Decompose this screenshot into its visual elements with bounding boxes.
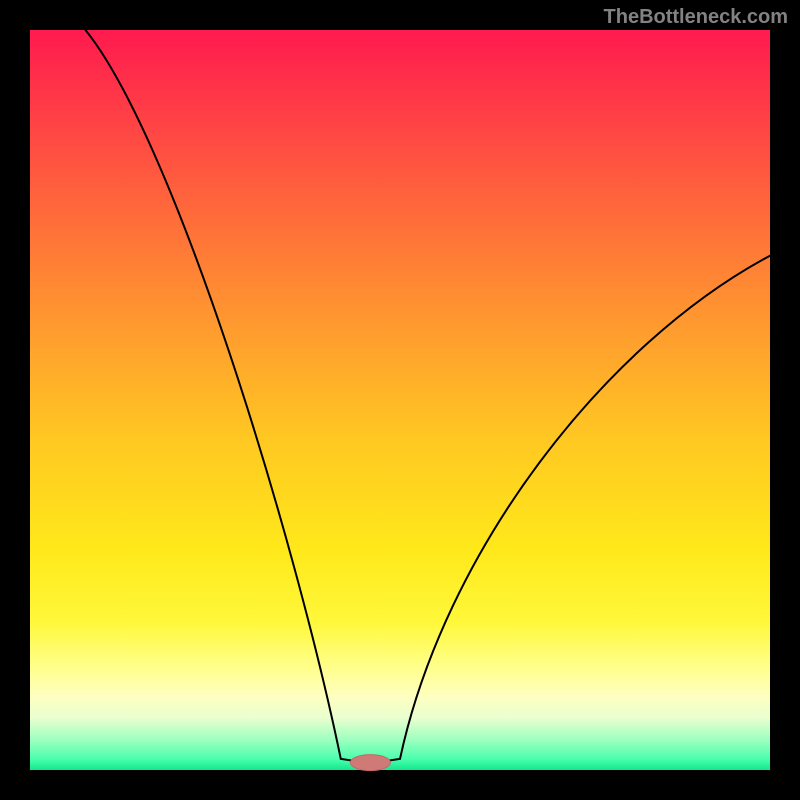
- gradient-background: [30, 30, 770, 770]
- dip-marker: [350, 755, 390, 771]
- bottleneck-chart: [0, 0, 800, 800]
- chart-root: TheBottleneck.com: [0, 0, 800, 800]
